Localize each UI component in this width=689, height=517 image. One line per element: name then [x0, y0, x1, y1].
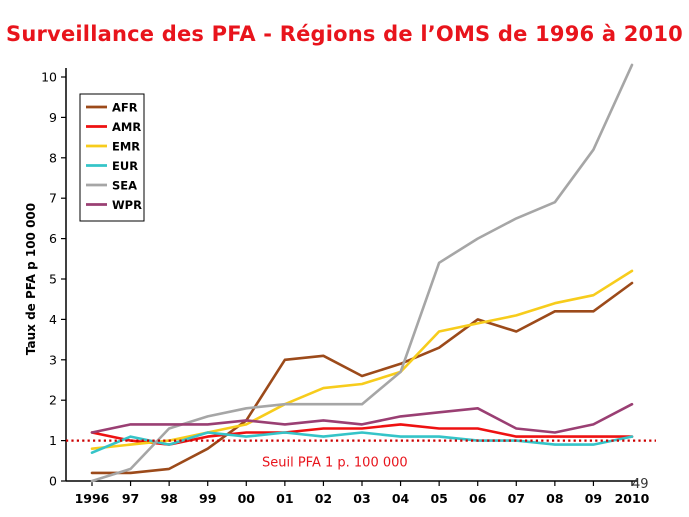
x-tick-label: 07 [508, 491, 525, 506]
y-axis-label: Taux de PFA p 100 000 [24, 203, 38, 355]
x-tick-label: 99 [199, 491, 216, 506]
y-tick-label: 2 [49, 393, 57, 408]
legend-label-amr: AMR [112, 120, 141, 134]
x-tick-label: 2010 [615, 491, 650, 506]
x-tick-label: 03 [353, 491, 370, 506]
y-ticks: 0 1 2 3 4 5 6 7 8 9 10 [41, 70, 66, 489]
y-tick-label: 6 [49, 231, 57, 246]
y-tick-label: 4 [49, 312, 57, 327]
y-tick-label: 3 [49, 352, 57, 367]
x-tick-label: 97 [122, 491, 139, 506]
series-line-wpr [90, 402, 634, 434]
x-tick-label: 09 [585, 491, 602, 506]
data-series [90, 63, 634, 483]
series-line-sea [90, 63, 634, 483]
x-tick-label: 02 [315, 491, 332, 506]
x-tick-label: 00 [238, 491, 256, 506]
legend-box [79, 93, 145, 222]
x-tick-label: 08 [546, 491, 563, 506]
y-tick-label: 0 [49, 474, 57, 489]
x-ticks: 1996 97 98 99 00 01 02 03 04 05 06 07 08 09 2010 [75, 481, 650, 506]
x-tick-label: 01 [276, 491, 293, 506]
legend-label-sea: SEA [112, 179, 137, 193]
threshold-annotation: Seuil PFA 1 p. 100 000 [66, 439, 656, 471]
series-line-emr [90, 269, 634, 451]
chart-title: Surveillance des PFA - Régions de l’OMS … [6, 22, 683, 46]
legend-label-afr: AFR [112, 101, 138, 115]
series-line-eur [90, 431, 634, 455]
legend: AFR AMR EMR EUR SEA WPR [79, 93, 145, 222]
x-tick-label: 05 [430, 491, 447, 506]
x-tick-label: 1996 [75, 491, 110, 506]
y-tick-label: 1 [49, 433, 57, 448]
y-tick-label: 9 [49, 110, 57, 125]
legend-label-emr: EMR [112, 140, 140, 154]
y-tick-label: 8 [49, 150, 57, 165]
y-tick-label: 10 [41, 70, 57, 85]
y-tick-label: 7 [49, 191, 57, 206]
legend-label-eur: EUR [112, 159, 138, 173]
series-line-afr [90, 281, 634, 475]
page-number: 49 [632, 477, 649, 492]
series-line-amr [90, 423, 634, 446]
threshold-label: Seuil PFA 1 p. 100 000 [262, 456, 408, 471]
x-tick-label: 06 [469, 491, 487, 506]
x-tick-label: 04 [392, 491, 410, 506]
x-tick-label: 98 [160, 491, 177, 506]
legend-label-wpr: WPR [112, 198, 142, 212]
chart-axes [65, 68, 638, 482]
y-tick-label: 5 [49, 272, 57, 287]
